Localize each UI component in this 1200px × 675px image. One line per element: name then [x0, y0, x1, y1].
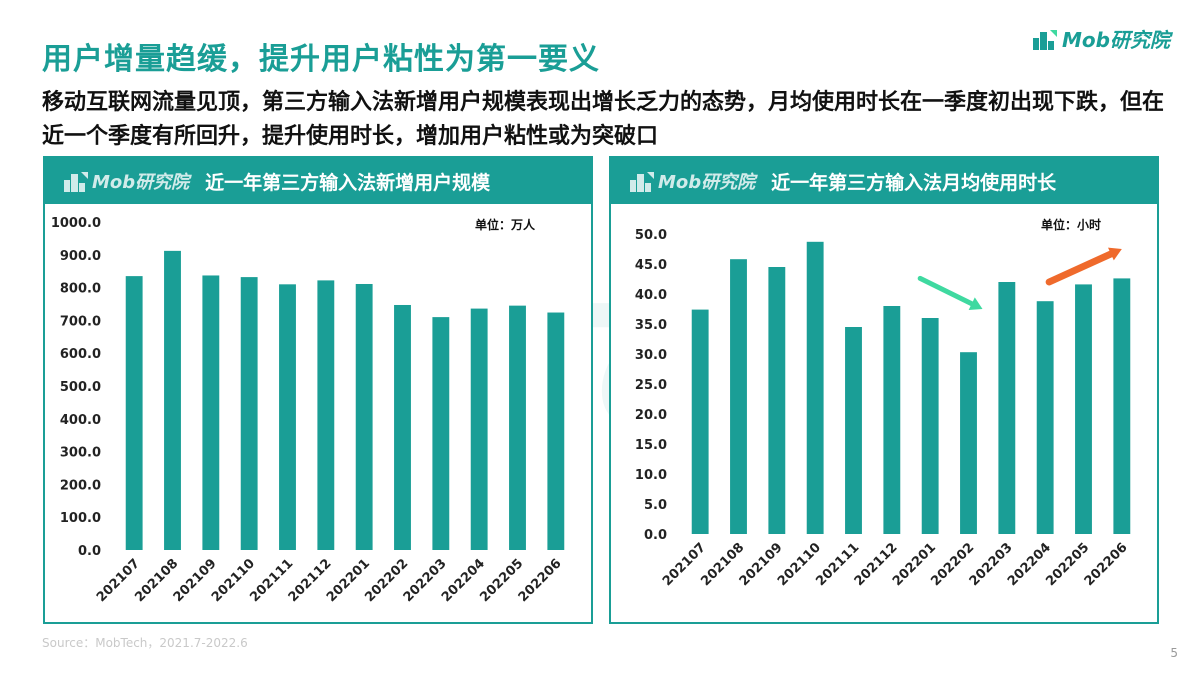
trend-arrow-up	[1045, 247, 1122, 286]
panel-logo: Mob研究院	[629, 168, 755, 194]
y-tick-label: 0.0	[78, 544, 101, 559]
chart-panel-usage-time: Mob研究院 近一年第三方输入法月均使用时长 单位：小时 0.0 5.0 10.0 1…	[609, 156, 1159, 624]
bar	[960, 352, 977, 534]
source-note: Source：MobTech，2021.7-2022.6	[42, 636, 248, 650]
y-tick-label: 1000.0	[51, 216, 101, 231]
y-tick-label: 45.0	[635, 258, 667, 273]
bar	[317, 280, 335, 550]
y-tick-label: 50.0	[635, 228, 667, 243]
bar	[432, 317, 450, 550]
bar-chart-new-users: 0.0 100.0 200.0 300.0 400.0 500.0 600.0 700.0 80…	[51, 216, 565, 605]
bar	[394, 304, 411, 550]
y-tick-label: 600.0	[60, 347, 101, 362]
y-tick-label: 300.0	[60, 446, 101, 461]
bar	[730, 259, 747, 534]
y-tick-label: 500.0	[60, 380, 101, 395]
page-number: 5	[1170, 646, 1178, 660]
bar	[279, 284, 296, 550]
bar	[1036, 301, 1054, 534]
bar	[1075, 284, 1092, 534]
chart-title: 近一年第三方输入法月均使用时长	[771, 171, 1057, 194]
bar	[768, 267, 786, 534]
bar-chart-usage-time: 0.0 5.0 10.0 15.0 20.0 25.0 30.0 35.0 40.0 45.0 50…	[635, 228, 1131, 589]
chart-title: 近一年第三方输入法新增用户规模	[205, 171, 491, 194]
panel-header: Mob研究院 近一年第三方输入法月均使用时长	[611, 158, 1157, 204]
y-tick-label: 700.0	[60, 314, 101, 329]
brand-text: Mob研究院	[1062, 28, 1170, 52]
y-tick-label: 10.0	[635, 468, 667, 483]
bar	[998, 282, 1016, 534]
bar	[355, 283, 373, 550]
bar	[547, 312, 565, 550]
mob-logo-icon	[630, 172, 654, 192]
panel-logo-text: Mob研究院	[92, 172, 190, 193]
y-tick-label: 5.0	[644, 498, 667, 513]
bar	[921, 318, 939, 534]
y-tick-label: 400.0	[60, 413, 101, 428]
chart-panel-new-users: Mob研究院 近一年第三方输入法新增用户规模 单位：万人 0.0 100.0 200…	[43, 156, 593, 624]
y-tick-label: 200.0	[60, 478, 101, 493]
unit-label: 单位：万人	[475, 218, 536, 232]
bar	[845, 327, 862, 534]
y-tick-label: 20.0	[635, 408, 667, 423]
page-title: 用户增量趋缓，提升用户粘性为第一要义	[42, 42, 600, 77]
y-tick-label: 800.0	[60, 282, 101, 297]
panel-header: Mob研究院 近一年第三方输入法新增用户规模	[45, 158, 591, 204]
brand-logo: Mob研究院	[1032, 24, 1170, 53]
y-tick-label: 30.0	[635, 348, 667, 363]
bar	[691, 309, 709, 534]
y-tick-label: 900.0	[60, 249, 101, 264]
y-tick-label: 100.0	[60, 511, 101, 526]
mob-logo-icon	[64, 172, 88, 192]
bar	[1113, 278, 1131, 534]
trend-arrow-down	[917, 275, 983, 310]
y-tick-label: 15.0	[635, 438, 667, 453]
bar	[125, 276, 143, 550]
y-tick-label: 40.0	[635, 288, 667, 303]
page-subtitle: 移动互联网流量见顶，第三方输入法新增用户规模表现出增长乏力的态势，月均使用时长在…	[42, 90, 1165, 149]
bar	[470, 308, 488, 550]
panel-logo: Mob研究院	[63, 168, 189, 194]
bar	[240, 277, 258, 550]
unit-label: 单位：小时	[1041, 218, 1102, 232]
y-tick-label: 35.0	[635, 318, 667, 333]
panel-logo-text: Mob研究院	[658, 172, 756, 193]
y-tick-label: 25.0	[635, 378, 667, 393]
bar	[202, 275, 220, 550]
bar	[806, 241, 824, 535]
bar	[883, 306, 901, 534]
y-tick-label: 0.0	[644, 528, 667, 543]
bar	[164, 250, 181, 550]
mob-logo-icon	[1033, 29, 1058, 50]
bar	[509, 305, 526, 550]
